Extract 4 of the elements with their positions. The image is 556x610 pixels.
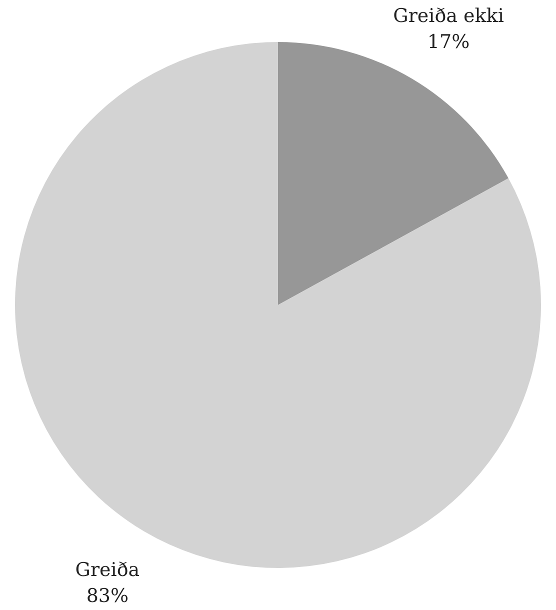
slice-label: Greiða ekki: [393, 5, 504, 27]
slice-label: Greiða: [75, 559, 140, 581]
data-label: 17%: [427, 31, 470, 53]
data-label: 83%: [86, 585, 129, 607]
